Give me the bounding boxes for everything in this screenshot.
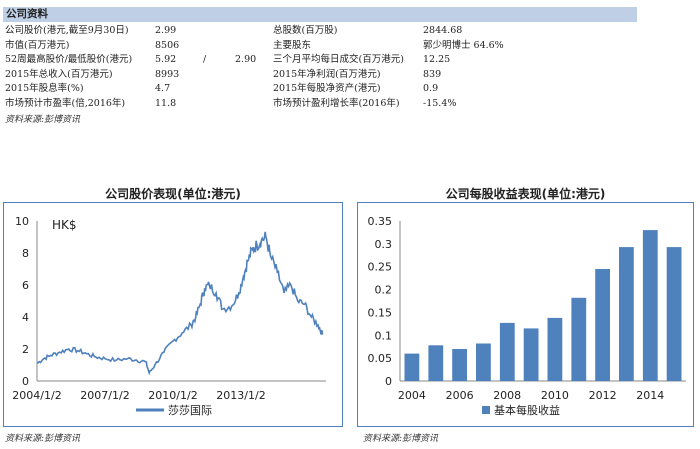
info-value: 8506 — [155, 39, 180, 51]
price-chart-annotation: HK$ — [52, 218, 77, 232]
eps-x-tick-label: 2006 — [446, 389, 474, 402]
eps-bar — [499, 322, 515, 381]
eps-legend-swatch — [482, 406, 490, 414]
eps-chart-title: 公司每股收益表现(单位:港元) — [445, 187, 606, 201]
info-label: 2015年每股净资产(港元) — [273, 83, 381, 95]
eps-legend-label: 基本每股收益 — [494, 403, 560, 417]
info-label: 市场预计市盈率(倍,2016年) — [5, 97, 126, 109]
info-row: 公司股价(港元,截至9月30日) 2.99 总股数(百万股) 2844.68 — [5, 24, 635, 39]
eps-chart-panel: 0 0.05 0.1 0.15 0.2 0.25 0.3 0.35 2004 2006 2008 2… — [357, 202, 694, 427]
eps-y-tick-label: 0.15 — [368, 306, 393, 319]
price-y-tick-label: 2 — [22, 343, 29, 356]
eps-bar — [404, 353, 420, 381]
info-value: 12.25 — [423, 54, 451, 66]
info-label: 市场预计盈利增长率(2016年) — [273, 97, 400, 109]
info-label: 公司股价(港元,截至9月30日) — [5, 25, 129, 36]
company-info-header: 公司资料 — [3, 7, 637, 22]
eps-bar — [428, 345, 444, 381]
info-row: 2015年总收入(百万港元) 8993 2015年净利润(百万港元) 839 — [5, 68, 635, 83]
info-label: 市值(百万港元) — [5, 39, 70, 51]
price-chart-panel: HK$ 0 2 4 6 8 10 2004/1/2 2007/1/2 2010/1/2 2013… — [3, 202, 343, 427]
info-value: -15.4% — [423, 97, 457, 109]
eps-bar — [666, 247, 682, 381]
info-value: 郭少明博士 64.6% — [423, 39, 504, 51]
info-row: 市值(百万港元) 8506 主要股东 郭少明博士 64.6% — [5, 39, 635, 54]
price-legend-label: 莎莎国际 — [168, 403, 212, 417]
info-value: 2.99 — [155, 25, 177, 36]
info-row: 2015年股息率(%) 4.7 2015年每股净资产(港元) 0.9 — [5, 82, 635, 97]
eps-bar — [595, 269, 610, 381]
eps-bar — [523, 328, 539, 381]
price-chart-title: 公司股价表现(单位:港元) — [105, 187, 241, 201]
price-y-tick-label: 4 — [22, 311, 29, 324]
info-label: 主要股东 — [273, 39, 312, 51]
eps-x-tick-label: 2008 — [493, 389, 521, 402]
eps-y-tick-label: 0.2 — [375, 284, 393, 297]
price-chart: HK$ 0 2 4 6 8 10 2004/1/2 2007/1/2 2010/1/2 2013… — [12, 215, 326, 417]
info-label: 总股数(百万股) — [273, 25, 338, 36]
eps-y-tick-label: 0 — [385, 375, 392, 388]
info-value: 4.7 — [155, 83, 171, 95]
price-x-tick-label: 2007/1/2 — [80, 389, 129, 402]
info-value: 5.92 — [155, 54, 177, 66]
eps-x-tick-label: 2012 — [589, 389, 617, 402]
eps-x-tick-label: 2004 — [398, 389, 426, 402]
info-row: 52周最高股价/最低股价(港元) 5.92 / 2.90 三个月平均每日成交(百… — [5, 53, 635, 68]
info-separator: / — [203, 54, 207, 66]
info-value: 8993 — [155, 68, 180, 80]
company-info-table: 公司股价(港元,截至9月30日) 2.99 总股数(百万股) 2844.68 市… — [5, 24, 635, 112]
info-value: 2.90 — [235, 54, 257, 66]
price-x-tick-label: 2010/1/2 — [148, 389, 197, 402]
eps-y-tick-label: 0.05 — [368, 352, 393, 365]
price-y-tick-label: 8 — [22, 247, 29, 260]
eps-x-tick-label: 2010 — [541, 389, 569, 402]
eps-bar — [619, 247, 634, 381]
eps-bar — [452, 349, 467, 381]
eps-chart-source: 资料来源:彭博资讯 — [363, 434, 439, 444]
info-value: 839 — [423, 68, 442, 80]
eps-bar — [547, 317, 563, 381]
info-source: 资料来源:彭博资讯 — [5, 115, 81, 125]
price-y-tick-label: 6 — [22, 279, 29, 292]
info-label: 52周最高股价/最低股价(港元) — [5, 54, 133, 66]
price-series-line — [36, 231, 324, 376]
info-label: 三个月平均每日成交(百万港元) — [273, 54, 404, 66]
price-y-tick-label: 10 — [15, 215, 29, 228]
info-row: 市场预计市盈率(倍,2016年) 11.8 市场预计盈利增长率(2016年) -… — [5, 97, 635, 112]
info-value: 0.9 — [423, 83, 439, 95]
price-chart-source: 资料来源:彭博资讯 — [5, 434, 81, 444]
info-value: 11.8 — [155, 97, 177, 109]
info-label: 2015年股息率(%) — [5, 83, 84, 95]
info-label: 2015年总收入(百万港元) — [5, 68, 113, 80]
eps-y-tick-label: 0.35 — [368, 215, 393, 228]
eps-chart: 0 0.05 0.1 0.15 0.2 0.25 0.3 0.35 2004 2006 2008 2… — [368, 215, 686, 417]
eps-bar — [476, 343, 491, 381]
price-x-tick-label: 2013/1/2 — [216, 389, 265, 402]
eps-y-tick-label: 0.25 — [368, 261, 393, 274]
eps-bar — [642, 230, 658, 381]
eps-y-tick-label: 0.1 — [375, 329, 393, 342]
eps-x-tick-label: 2014 — [636, 389, 664, 402]
eps-y-tick-label: 0.3 — [375, 238, 393, 251]
info-label: 2015年净利润(百万港元) — [273, 68, 381, 80]
eps-bar — [571, 297, 587, 381]
info-value: 2844.68 — [423, 25, 463, 36]
price-y-tick-label: 0 — [22, 375, 29, 388]
price-x-tick-label: 2004/1/2 — [12, 389, 61, 402]
